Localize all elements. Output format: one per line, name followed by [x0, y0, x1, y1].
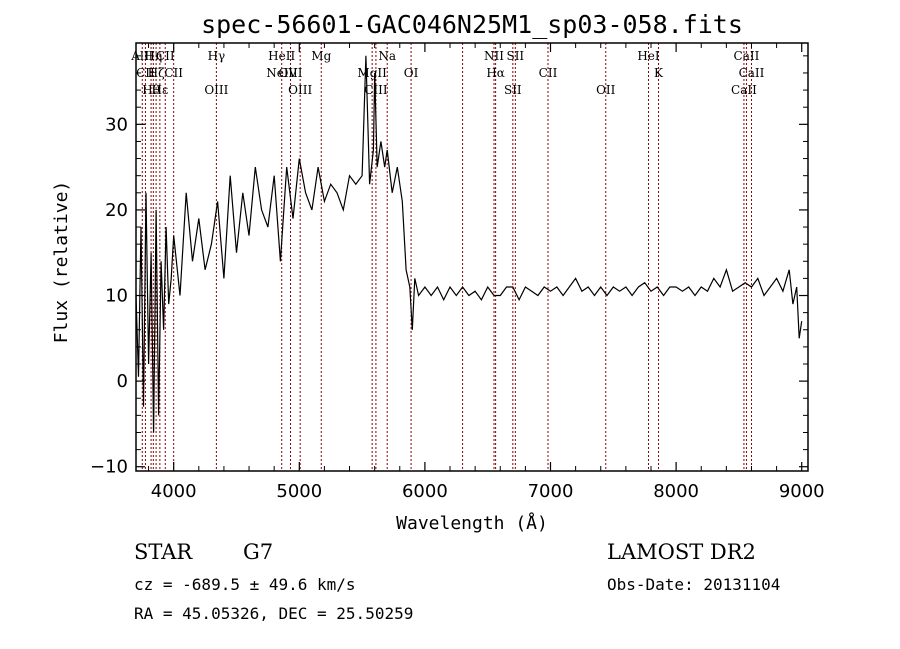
- line-marker-label: SII: [506, 49, 524, 63]
- y-tick-label: 30: [105, 114, 128, 135]
- line-marker-label: CII: [539, 66, 558, 80]
- line-marker-label: CII: [164, 66, 183, 80]
- y-tick-label: 10: [105, 286, 128, 307]
- line-marker-label: Hγ: [208, 49, 226, 63]
- spectral-line-markers: [141, 43, 752, 471]
- x-tick-label: 5000: [276, 481, 322, 502]
- survey-release: LAMOST DR2: [607, 540, 756, 564]
- line-marker-label: OI: [404, 66, 419, 80]
- line-marker-label: OIII: [204, 83, 228, 97]
- line-marker-label: OII: [596, 83, 616, 97]
- x-tick-label: 4000: [151, 481, 197, 502]
- x-axis-ticks: 4000 5000 6000 7000 8000 9000: [148, 43, 825, 502]
- line-marker-label: MgII: [357, 66, 387, 80]
- line-marker-label: K: [654, 66, 664, 80]
- line-marker-label: HeI: [637, 49, 660, 63]
- plot-frame: [135, 42, 809, 472]
- x-tick-label: 6000: [402, 481, 448, 502]
- line-marker-label: CII: [156, 49, 175, 63]
- coordinates: RA = 45.05326, DEC = 25.50259: [134, 604, 413, 623]
- x-axis-label: Wavelength (Å): [396, 512, 548, 534]
- line-marker-label: HeII: [268, 49, 295, 63]
- line-marker-label: CaII: [739, 66, 765, 80]
- line-marker-label: Hα: [486, 66, 505, 80]
- object-subclass: G7: [243, 540, 273, 564]
- line-marker-label: CaII: [734, 49, 760, 63]
- observation-date: Obs-Date: 20131104: [607, 575, 780, 594]
- line-marker-label: CaII: [731, 83, 757, 97]
- line-marker-label: Na: [378, 49, 396, 63]
- line-marker-label: Hζ: [148, 66, 165, 80]
- y-tick-label: −10: [90, 457, 128, 478]
- line-marker-label: CIII: [364, 83, 388, 97]
- y-tick-label: 20: [105, 200, 128, 221]
- radial-velocity: cz = -689.5 ± 49.6 km/s: [134, 575, 356, 594]
- line-marker-label: NII: [484, 49, 504, 63]
- line-marker-label: OIII: [288, 83, 312, 97]
- line-marker-label: SII: [504, 83, 522, 97]
- line-marker-label: Mg: [311, 49, 331, 63]
- line-marker-label: Hε: [152, 83, 169, 97]
- object-class: STAR: [134, 540, 193, 564]
- y-axis-label: Flux (relative): [51, 181, 72, 344]
- line-marker-label: OIII: [278, 66, 302, 80]
- y-axis-ticks: −10 0 10 20 30: [90, 55, 808, 478]
- chart-title: spec-56601-GAC046N25M1_sp03-058.fits: [201, 10, 743, 39]
- line-marker-label: NeIV: [266, 66, 297, 80]
- x-tick-label: 9000: [779, 481, 825, 502]
- line-marker-label: Hη: [145, 49, 163, 63]
- line-marker-label: Hθ: [142, 83, 160, 97]
- y-tick-label: 0: [117, 371, 128, 392]
- line-marker-label: CII: [136, 66, 155, 80]
- spectrum-line: [135, 55, 803, 433]
- x-tick-label: 7000: [528, 481, 574, 502]
- x-tick-label: 8000: [653, 481, 699, 502]
